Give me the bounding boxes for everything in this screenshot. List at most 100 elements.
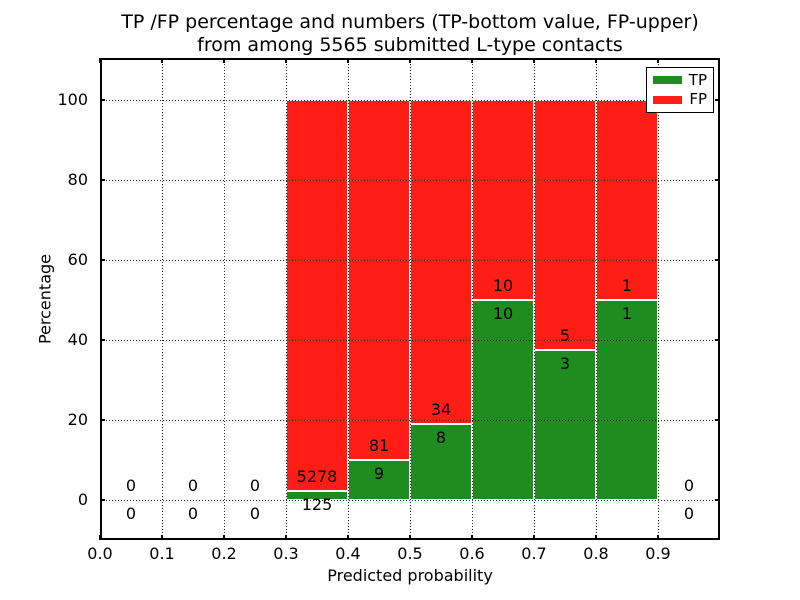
x-tick-label: 0.3: [273, 544, 299, 563]
bar-segment-fp: [596, 100, 658, 300]
legend-entry-tp: TP: [653, 70, 707, 89]
legend-label-tp: TP: [688, 70, 707, 89]
x-tick-label: 0.7: [521, 544, 547, 563]
bar-segment-fp: [286, 100, 348, 491]
gridline-vertical: [223, 58, 225, 540]
x-tick-label: 0.9: [645, 544, 671, 563]
chart-title-line2: from among 5565 submitted L-type contact…: [197, 34, 623, 56]
x-tick-mark-top: [409, 58, 411, 63]
x-tick-label: 0.6: [459, 544, 485, 563]
gridline-vertical: [285, 58, 287, 540]
y-tick-mark: [100, 259, 105, 261]
x-tick-label: 0.5: [397, 544, 423, 563]
fp-count-label: 0: [683, 476, 695, 495]
x-tick-mark-top: [99, 58, 101, 63]
x-tick-label: 0.4: [335, 544, 361, 563]
x-tick-mark-top: [161, 58, 163, 63]
gridline-vertical: [657, 58, 659, 540]
bar-segment-fp: [472, 100, 534, 300]
y-tick-mark-right: [715, 339, 720, 341]
fp-count-label: 1: [621, 276, 633, 295]
x-axis-label: Predicted probability: [327, 566, 493, 585]
tp-count-label: 10: [492, 304, 514, 323]
gridline-vertical: [409, 58, 411, 540]
fp-color-swatch: [653, 95, 683, 104]
bar-segment-fp: [410, 100, 472, 424]
bar-segment-tp: [534, 350, 596, 500]
x-tick-mark-top: [533, 58, 535, 63]
y-tick-mark: [100, 99, 105, 101]
gridline-vertical: [347, 58, 349, 540]
tp-count-label: 3: [559, 354, 571, 373]
gridline-horizontal: [100, 499, 720, 501]
y-tick-mark: [100, 419, 105, 421]
x-tick-mark: [285, 535, 287, 540]
y-tick-mark-right: [715, 99, 720, 101]
y-tick-label: 0: [77, 490, 88, 509]
gridline-horizontal: [100, 259, 720, 261]
x-tick-mark-top: [285, 58, 287, 63]
gridline-horizontal: [100, 179, 720, 181]
x-tick-mark-top: [471, 58, 473, 63]
y-tick-mark: [100, 339, 105, 341]
x-tick-mark: [223, 535, 225, 540]
fp-count-label: 0: [249, 476, 261, 495]
gridline-vertical: [471, 58, 473, 540]
x-tick-mark: [657, 535, 659, 540]
legend-entry-fp: FP: [653, 92, 707, 107]
legend: TP FP: [646, 67, 714, 113]
fp-count-label: 0: [187, 476, 199, 495]
bar-segment-tp: [348, 460, 410, 500]
y-tick-mark-right: [715, 259, 720, 261]
y-tick-mark-right: [715, 499, 720, 501]
fp-count-label: 0: [125, 476, 137, 495]
y-tick-label: 20: [67, 410, 88, 429]
x-tick-mark-top: [347, 58, 349, 63]
y-tick-label: 80: [67, 170, 88, 189]
y-tick-mark: [100, 179, 105, 181]
bar-segment-tp: [472, 300, 534, 500]
bar-segment-fp: [348, 100, 410, 460]
tp-color-swatch: [653, 76, 682, 85]
tp-count-label: 0: [249, 504, 261, 523]
y-tick-mark-right: [715, 179, 720, 181]
legend-label-fp: FP: [689, 90, 707, 109]
x-tick-label: 0.2: [211, 544, 237, 563]
tp-count-label: 8: [435, 428, 447, 447]
bar-segment-tp: [596, 300, 658, 500]
gridline-vertical: [161, 58, 163, 540]
tp-count-label: 0: [125, 504, 137, 523]
y-tick-mark: [100, 499, 105, 501]
x-tick-mark: [533, 535, 535, 540]
x-tick-mark: [409, 535, 411, 540]
gridline-vertical: [595, 58, 597, 540]
x-tick-mark-top: [223, 58, 225, 63]
gridline-horizontal: [100, 339, 720, 341]
y-tick-label: 60: [67, 250, 88, 269]
gridline-horizontal: [100, 419, 720, 421]
x-tick-mark: [347, 535, 349, 540]
fp-count-label: 81: [368, 436, 390, 455]
plot-area: TP FP 0 0 0 0 0 0 5278 125 81 9 34 8 10 10 5 3 1 1 0 0: [99, 58, 720, 540]
y-tick-label: 100: [57, 90, 88, 109]
fp-count-label: 5278: [296, 466, 338, 486]
fp-count-label: 5: [559, 326, 571, 345]
x-tick-mark: [595, 535, 597, 540]
x-tick-label: 0.1: [149, 544, 175, 563]
y-tick-label: 40: [67, 330, 88, 349]
tp-count-label: 125: [301, 494, 333, 514]
tp-count-label: 0: [187, 504, 199, 523]
x-tick-mark-top: [595, 58, 597, 63]
fp-count-label: 10: [492, 276, 514, 295]
x-tick-mark: [161, 535, 163, 540]
x-tick-mark: [99, 535, 101, 540]
x-tick-label: 0.0: [87, 544, 113, 563]
x-tick-label: 0.8: [583, 544, 609, 563]
fp-count-label: 34: [430, 400, 452, 419]
tp-count-label: 1: [621, 304, 633, 323]
gridline-horizontal: [100, 99, 720, 101]
x-tick-mark: [471, 535, 473, 540]
chart-title: TP /FP percentage and numbers (TP-bottom…: [100, 11, 720, 57]
tp-count-label: 0: [683, 504, 695, 523]
